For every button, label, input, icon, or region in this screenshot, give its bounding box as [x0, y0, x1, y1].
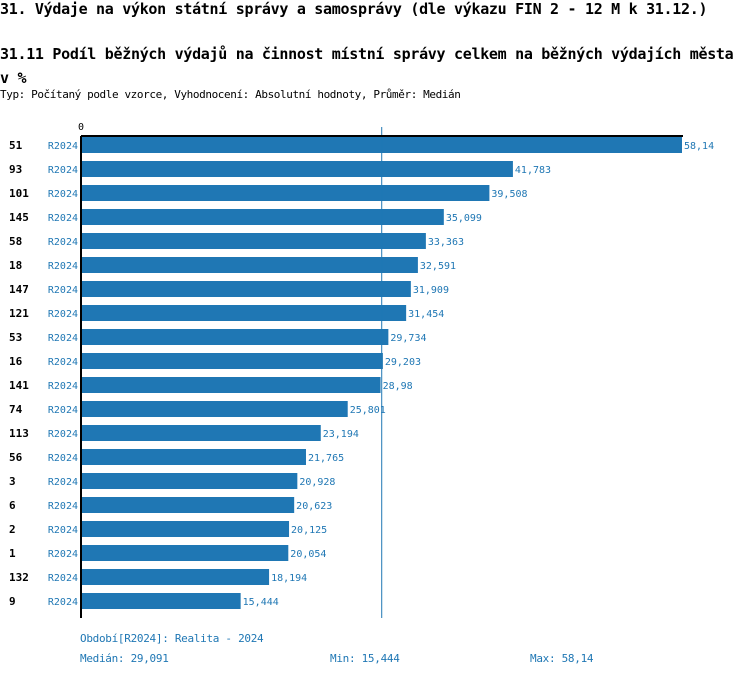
- value-label: 25,801: [350, 405, 386, 416]
- series-label: R2024: [48, 141, 78, 152]
- value-label: 20,623: [296, 501, 332, 512]
- value-label: 29,203: [385, 357, 421, 368]
- bar: [81, 473, 298, 489]
- value-label: 18,194: [271, 573, 307, 584]
- category-label: 132: [9, 571, 29, 584]
- category-label: 141: [9, 379, 29, 392]
- value-label: 31,909: [413, 285, 449, 296]
- bar: [81, 353, 383, 369]
- value-label: 23,194: [323, 429, 359, 440]
- series-label: R2024: [48, 525, 78, 536]
- series-label: R2024: [48, 237, 78, 248]
- bar: [81, 233, 426, 249]
- bar: [81, 161, 513, 177]
- category-label: 147: [9, 283, 29, 296]
- footer-max: Max: 58,14: [530, 652, 594, 665]
- axis-zero-label: 0: [78, 122, 84, 133]
- category-label: 101: [9, 187, 29, 200]
- bar: [81, 425, 321, 441]
- category-label: 6: [9, 499, 16, 512]
- value-label: 31,454: [408, 309, 444, 320]
- footer-period: Období[R2024]: Realita - 2024: [80, 632, 264, 645]
- category-label: 93: [9, 163, 22, 176]
- bar: [81, 305, 407, 321]
- series-label: R2024: [48, 213, 78, 224]
- category-label: 56: [9, 451, 23, 464]
- series-label: R2024: [48, 549, 78, 560]
- category-label: 51: [9, 139, 23, 152]
- value-label: 39,508: [491, 189, 527, 200]
- value-label: 32,591: [420, 261, 456, 272]
- series-label: R2024: [48, 309, 78, 320]
- series-label: R2024: [48, 189, 78, 200]
- series-label: R2024: [48, 333, 78, 344]
- bar: [81, 521, 290, 537]
- category-label: 145: [9, 211, 29, 224]
- bar: [81, 569, 270, 585]
- section-heading: 31. Výdaje na výkon státní správy a samo…: [0, 0, 708, 18]
- bar: [81, 377, 381, 393]
- series-label: R2024: [48, 261, 78, 272]
- category-label: 2: [9, 523, 16, 536]
- value-label: 28,98: [383, 381, 413, 392]
- bar: [81, 329, 389, 345]
- bar: [81, 449, 306, 465]
- value-label: 29,734: [390, 333, 426, 344]
- series-label: R2024: [48, 573, 78, 584]
- series-label: R2024: [48, 165, 78, 176]
- value-label: 20,054: [290, 549, 326, 560]
- category-label: 9: [9, 595, 16, 608]
- series-label: R2024: [48, 429, 78, 440]
- category-label: 16: [9, 355, 23, 368]
- footer-median: Medián: 29,091: [80, 652, 169, 665]
- category-label: 113: [9, 427, 29, 440]
- value-label: 58,14: [684, 141, 714, 152]
- bar: [81, 281, 411, 297]
- bar: [81, 497, 295, 513]
- category-label: 3: [9, 475, 16, 488]
- value-label: 20,928: [299, 477, 335, 488]
- bar: [81, 545, 289, 561]
- chart-title: 31.11 Podíl běžných výdajů na činnost mí…: [0, 45, 734, 87]
- value-label: 33,363: [428, 237, 464, 248]
- category-label: 121: [9, 307, 29, 320]
- category-label: 74: [9, 403, 23, 416]
- value-label: 41,783: [515, 165, 551, 176]
- bar: [81, 209, 444, 225]
- value-label: 35,099: [446, 213, 482, 224]
- bar: [81, 185, 490, 201]
- series-label: R2024: [48, 285, 78, 296]
- series-label: R2024: [48, 501, 78, 512]
- footer-min: Min: 15,444: [330, 652, 400, 665]
- value-label: 21,765: [308, 453, 344, 464]
- series-label: R2024: [48, 357, 78, 368]
- series-label: R2024: [48, 453, 78, 464]
- category-label: 53: [9, 331, 22, 344]
- series-label: R2024: [48, 597, 78, 608]
- series-label: R2024: [48, 405, 78, 416]
- value-label: 20,125: [291, 525, 327, 536]
- category-label: 58: [9, 235, 22, 248]
- value-label: 15,444: [243, 597, 279, 608]
- bar: [81, 593, 241, 609]
- series-label: R2024: [48, 477, 78, 488]
- chart-subtitle: Typ: Počítaný podle vzorce, Vyhodnocení:…: [0, 88, 461, 101]
- bar: [81, 401, 348, 417]
- series-label: R2024: [48, 381, 78, 392]
- category-label: 18: [9, 259, 22, 272]
- bar: [81, 257, 418, 273]
- category-label: 1: [9, 547, 16, 560]
